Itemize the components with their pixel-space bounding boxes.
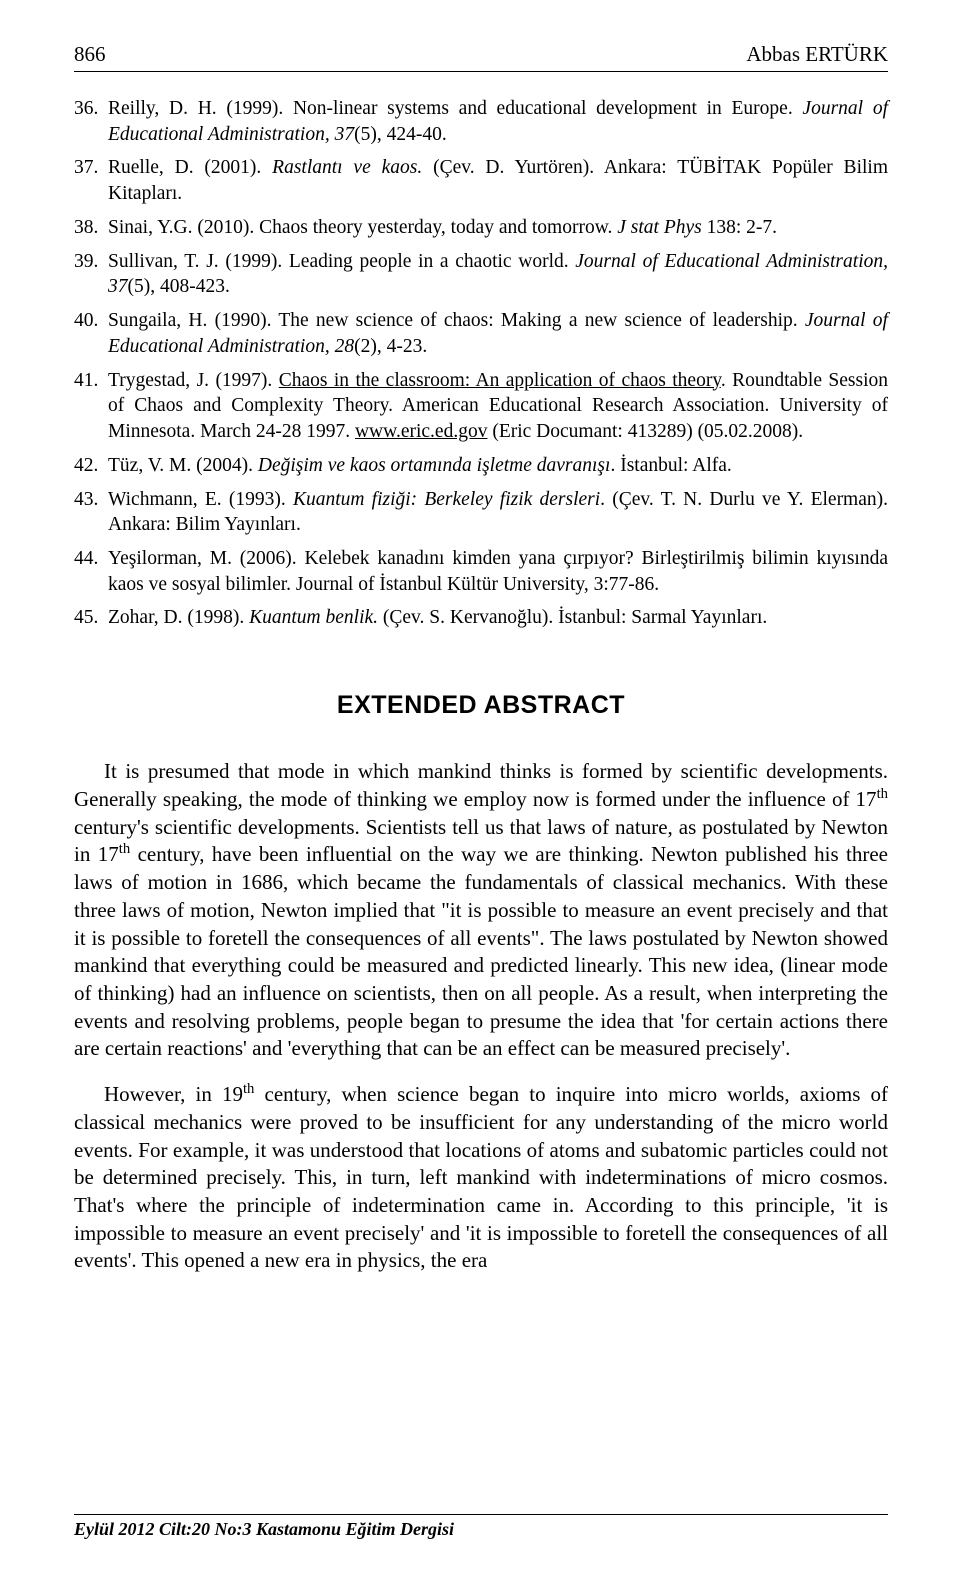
ref-text: (5), 408-423. [128,276,230,297]
ref-38: 38. Sinai, Y.G. (2010). Chaos theory yes… [74,215,888,241]
ref-44: 44. Yeşilorman, M. (2006). Kelebek kanad… [74,546,888,597]
ref-text: Ruelle, D. (2001). [108,157,272,178]
ref-text: (5), 424-40. [354,124,447,145]
ref-italic: Değişim ve kaos ortamında işletme davran… [258,455,611,476]
ref-42: 42. Tüz, V. M. (2004). Değişim ve kaos o… [74,453,888,479]
ref-41: 41. Trygestad, J. (1997). Chaos in the c… [74,368,888,445]
ref-text: Trygestad, J. (1997). [108,370,279,391]
superscript: th [119,841,130,857]
para-text: It is presumed that mode in which mankin… [74,759,888,811]
ref-number: 44. [74,546,108,597]
ref-number: 37. [74,155,108,206]
ref-italic: Kuantum fiziği: Berkeley fizik dersleri [293,489,600,510]
ref-body: Yeşilorman, M. (2006). Kelebek kanadını … [108,546,888,597]
ref-body: Reilly, D. H. (1999). Non-linear systems… [108,96,888,147]
ref-45: 45. Zohar, D. (1998). Kuantum benlik. (Ç… [74,605,888,631]
ref-number: 45. [74,605,108,631]
ref-number: 41. [74,368,108,445]
para-text: However, in 19 [104,1082,243,1106]
ref-text: Sullivan, T. J. (1999). Leading people i… [108,251,575,272]
ref-number: 38. [74,215,108,241]
ref-body: Sullivan, T. J. (1999). Leading people i… [108,249,888,300]
ref-text: Sungaila, H. (1990). The new science of … [108,310,805,331]
ref-body: Sungaila, H. (1990). The new science of … [108,308,888,359]
ref-body: Wichmann, E. (1993). Kuantum fiziği: Ber… [108,487,888,538]
ref-text: Yeşilorman, M. (2006). Kelebek kanadını … [108,548,888,595]
ref-number: 39. [74,249,108,300]
ref-36: 36. Reilly, D. H. (1999). Non-linear sys… [74,96,888,147]
ref-link[interactable]: www.eric.ed.gov [355,421,487,442]
para-text: century, have been influential on the wa… [74,842,888,1060]
ref-43: 43. Wichmann, E. (1993). Kuantum fiziği:… [74,487,888,538]
abstract-para-1: It is presumed that mode in which mankin… [74,758,888,1063]
ref-number: 40. [74,308,108,359]
page-header: 866 Abbas ERTÜRK [74,42,888,72]
ref-text: Zohar, D. (1998). [108,607,249,628]
ref-text: Sinai, Y.G. (2010). Chaos theory yesterd… [108,217,617,238]
ref-italic: Rastlantı ve kaos. [272,157,422,178]
ref-37: 37. Ruelle, D. (2001). Rastlantı ve kaos… [74,155,888,206]
ref-text: 138: 2-7. [702,217,777,238]
ref-text: . İstanbul: Alfa. [610,455,731,476]
ref-body: Trygestad, J. (1997). Chaos in the class… [108,368,888,445]
ref-number: 36. [74,96,108,147]
superscript: th [877,786,888,802]
ref-text: Reilly, D. H. (1999). Non-linear systems… [108,98,802,119]
ref-body: Sinai, Y.G. (2010). Chaos theory yesterd… [108,215,888,241]
abstract-para-2: However, in 19th century, when science b… [74,1081,888,1275]
ref-body: Tüz, V. M. (2004). Değişim ve kaos ortam… [108,453,888,479]
ref-text: Wichmann, E. (1993). [108,489,293,510]
ref-number: 43. [74,487,108,538]
page-number: 866 [74,42,106,67]
ref-body: Zohar, D. (1998). Kuantum benlik. (Çev. … [108,605,888,631]
ref-body: Ruelle, D. (2001). Rastlantı ve kaos. (Ç… [108,155,888,206]
ref-text: Tüz, V. M. (2004). [108,455,258,476]
ref-39: 39. Sullivan, T. J. (1999). Leading peop… [74,249,888,300]
ref-number: 42. [74,453,108,479]
page-footer: Eylül 2012 Cilt:20 No:3 Kastamonu Eğitim… [74,1514,888,1540]
superscript: th [243,1081,254,1097]
ref-text: (2), 4-23. [354,336,427,357]
ref-40: 40. Sungaila, H. (1990). The new science… [74,308,888,359]
abstract-heading: EXTENDED ABSTRACT [74,691,888,720]
header-author: Abbas ERTÜRK [746,42,888,67]
para-text: century, when science began to inquire i… [74,1082,888,1272]
ref-link[interactable]: Chaos in the classroom: An application o… [279,370,721,391]
ref-italic: Kuantum benlik. [249,607,378,628]
ref-text: (Eric Documant: 413289) (05.02.2008). [487,421,803,442]
references-list: 36. Reilly, D. H. (1999). Non-linear sys… [74,96,888,631]
ref-italic: J stat Phys [617,217,701,238]
ref-text: (Çev. S. Kervanoğlu). İstanbul: Sarmal Y… [378,607,767,628]
